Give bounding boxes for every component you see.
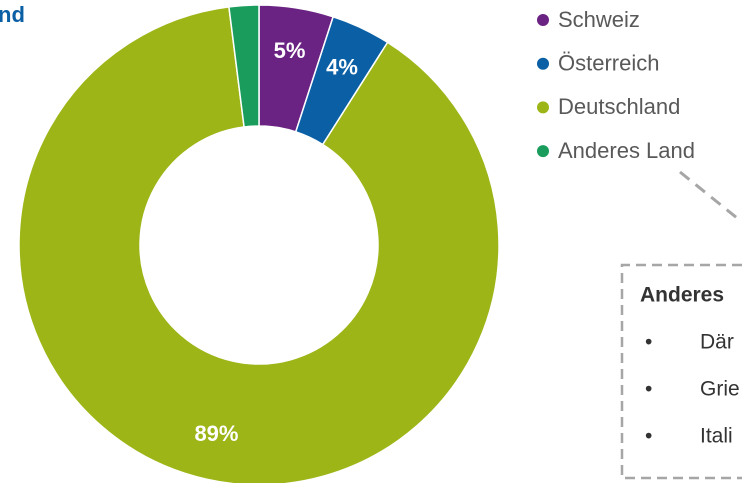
box-bullet: • <box>645 378 652 401</box>
donut-segment <box>228 4 260 128</box>
legend-label: Schweiz <box>558 7 640 32</box>
legend-dot <box>537 101 549 114</box>
box-item: Itali <box>700 425 733 448</box>
callout-line <box>679 170 742 224</box>
legend-label: Deutschland <box>558 94 680 119</box>
box-item: Grie <box>700 378 740 401</box>
legend-label: Österreich <box>558 51 659 76</box>
value-label: 4% <box>326 54 358 79</box>
legend-dot <box>537 145 549 158</box>
box-bullet: • <box>645 331 652 354</box>
chart-title: nd <box>0 2 25 27</box>
callout-box <box>620 263 742 480</box>
legend-dot <box>537 14 549 26</box>
value-label: 89% <box>194 421 238 446</box>
legend-label: Anderes Land <box>558 138 695 163</box>
box-title: Anderes <box>640 284 724 307</box>
box-item: Där <box>700 331 734 354</box>
legend-dot <box>537 57 549 70</box>
box-bullet: • <box>645 425 652 448</box>
value-label: 5% <box>274 38 306 63</box>
donut-segment <box>18 6 500 483</box>
